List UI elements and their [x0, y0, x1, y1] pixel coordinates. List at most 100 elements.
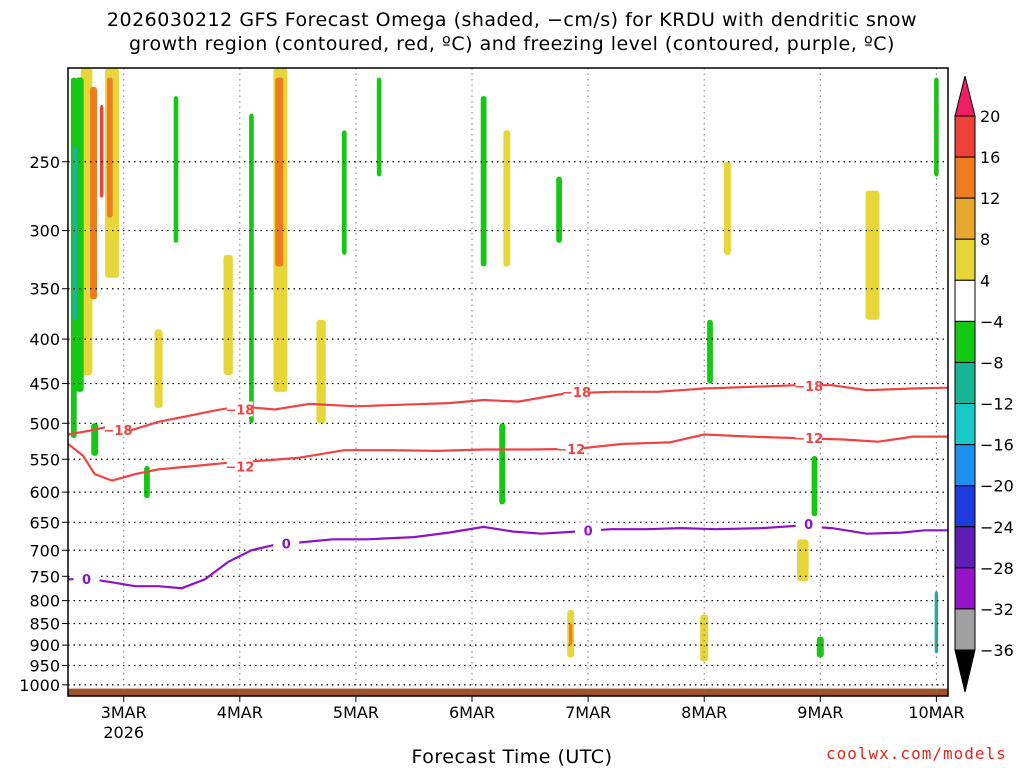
colorbar-swatch-12 [954, 608, 976, 651]
x-tick-label-10MAR: 10MAR [908, 703, 964, 722]
omega-region-24 [568, 623, 573, 646]
y-tick-label-800: 800 [29, 592, 60, 611]
colorbar-label-3: 8 [980, 230, 990, 249]
colorbar-swatch-1 [954, 156, 976, 199]
omega-region-4 [72, 146, 78, 320]
omega-region-13 [249, 113, 254, 424]
x-tick-label-7MAR: 7MAR [565, 703, 611, 722]
y-tick-label-900: 900 [29, 636, 60, 655]
y-tick-label-1000: 1000 [19, 676, 60, 695]
omega-region-12 [223, 254, 233, 376]
omega-region-19 [480, 95, 487, 267]
omega-region-18 [376, 77, 382, 177]
colorbar-label-8: −16 [980, 436, 1014, 455]
omega-region-25 [707, 319, 713, 384]
colorbar-swatch-10 [954, 526, 976, 569]
y-tick-label-250: 250 [29, 153, 60, 172]
colorbar-swatch-8 [954, 444, 976, 487]
y-tick-label-850: 850 [29, 615, 60, 634]
omega-region-10 [154, 329, 163, 408]
colorbar-label-6: −8 [980, 353, 1004, 372]
contour-label-bg-1-1 [557, 440, 584, 456]
y-tick-label-550: 550 [29, 450, 60, 469]
y-tick-label-500: 500 [29, 414, 60, 433]
omega-region-20 [503, 130, 511, 267]
omega-region-9 [144, 466, 150, 499]
ground-surface [68, 688, 948, 696]
omega-region-11 [173, 95, 179, 243]
omega-region-17 [341, 130, 347, 255]
colorbar-label-10: −24 [980, 518, 1014, 537]
contour-label-bg-0-3 [795, 378, 822, 394]
omega-region-31 [934, 77, 939, 177]
y-tick-label-600: 600 [29, 483, 60, 502]
colorbar-label-4: 4 [980, 271, 990, 290]
omega-shading-layer [68, 68, 948, 696]
contour-label-0-3: −18 [794, 380, 823, 395]
grid-lines [68, 68, 948, 696]
contour-line-2 [68, 524, 948, 590]
contour-label-1-1: −12 [556, 443, 585, 458]
chart-title-line2: growth region (contoured, red, ºC) and f… [129, 33, 895, 55]
x-tick-label-5MAR: 5MAR [333, 703, 379, 722]
x-tick-label-6MAR: 6MAR [449, 703, 495, 722]
colorbar-label-11: −28 [980, 559, 1014, 578]
colorbar: 20 16 12 8 4 −4 −8 −12 −16 −20 −24 −28 −32 −36 [954, 75, 1014, 693]
omega-region-22 [556, 176, 562, 243]
contour-label-2-2: 0 [584, 524, 593, 539]
contour-label-1-0: −12 [225, 461, 254, 476]
colorbar-swatch-7 [954, 403, 976, 446]
contour-label-bg-0-2 [563, 383, 590, 399]
omega-region-32 [934, 591, 939, 654]
contour-label-2-0: 0 [82, 573, 91, 588]
omega-region-7 [99, 104, 104, 198]
colorbar-bottom-arrow [954, 649, 976, 693]
x-tick-sublabel-3MAR: 2026 [103, 723, 144, 742]
contour-label-bg-2-1 [273, 535, 300, 551]
omega-region-2 [90, 86, 98, 300]
contour-label-0-0: −18 [103, 424, 132, 439]
omega-region-30 [816, 636, 824, 658]
colorbar-swatch-11 [954, 567, 976, 610]
omega-region-21 [499, 423, 506, 505]
omega-region-15 [275, 77, 284, 267]
colorbar-label-2: 12 [980, 189, 1000, 208]
y-tick-label-950: 950 [29, 656, 60, 675]
y-tick-label-750: 750 [29, 567, 60, 586]
contour-label-0-1: −18 [225, 403, 254, 418]
omega-region-29 [865, 190, 880, 320]
omega-region-34 [700, 614, 709, 662]
plot-frame [67, 67, 949, 697]
colorbar-swatch-3 [954, 238, 976, 281]
x-tick-label-9MAR: 9MAR [797, 703, 843, 722]
y-tick-label-350: 350 [29, 280, 60, 299]
omega-region-6 [106, 77, 113, 218]
y-tick-label-300: 300 [29, 222, 60, 241]
contour-label-bg-1-2 [795, 430, 822, 446]
colorbar-swatch-4 [954, 279, 976, 322]
y-axis: 250 300 350 400 450 500 550 600 650 700 750 800 850 9… [19, 153, 68, 695]
colorbar-swatch-6 [954, 361, 976, 405]
contour-label-bg-2-0 [73, 570, 100, 586]
contour-label-bg-2-2 [575, 522, 602, 538]
contour-label-bg-0-0 [104, 422, 131, 438]
omega-region-26 [723, 161, 731, 255]
x-tick-label-4MAR: 4MAR [217, 703, 263, 722]
y-tick-label-450: 450 [29, 375, 60, 394]
contour-label-bg-0-1 [226, 401, 253, 417]
x-tick-label-3MAR: 3MAR [101, 703, 147, 722]
colorbar-label-13: −36 [980, 641, 1014, 660]
x-tick-label-8MAR: 8MAR [681, 703, 727, 722]
omega-region-28 [811, 455, 818, 517]
contour-label-2-3: 0 [804, 518, 813, 533]
omega-region-3 [75, 77, 84, 392]
colorbar-swatch-5 [954, 320, 976, 363]
contour-label-1-2: −12 [794, 432, 823, 447]
x-axis-label: Forecast Time (UTC) [411, 746, 613, 768]
y-tick-label-700: 700 [29, 541, 60, 560]
credit-link[interactable]: coolwx.com/models [826, 744, 1007, 763]
omega-region-16 [316, 319, 326, 424]
colorbar-label-9: −20 [980, 477, 1014, 496]
